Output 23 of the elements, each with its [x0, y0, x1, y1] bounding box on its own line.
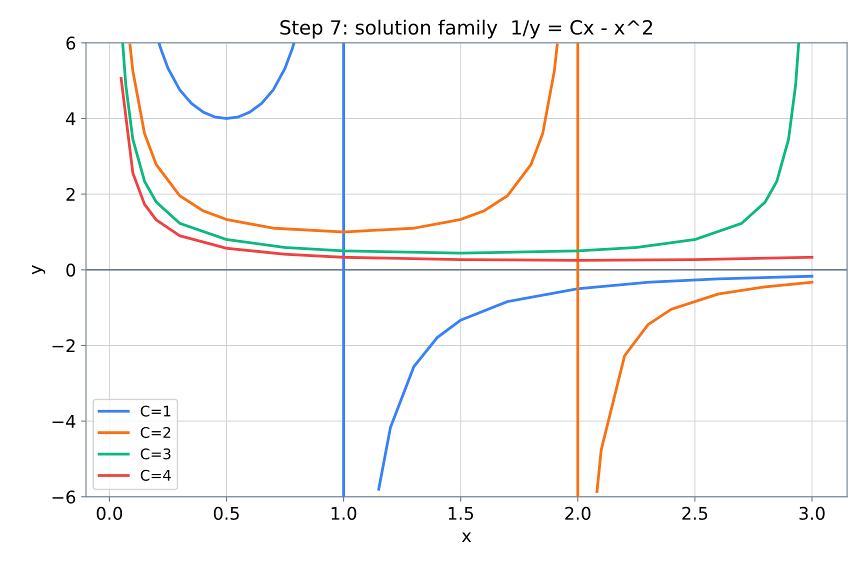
- x-tick-label: 3.0: [799, 506, 825, 520]
- line-series: [121, 42, 800, 255]
- x-axis-title: x: [462, 532, 472, 542]
- y-tick-label: 0: [66, 264, 76, 277]
- y-tick-label: −4: [52, 415, 76, 428]
- y-tick-label: −6: [52, 490, 76, 504]
- legend-label: C=1: [140, 406, 170, 417]
- line-series: [120, 76, 814, 262]
- legend-label: C=3: [140, 448, 170, 460]
- x-tick-label: 2.0: [565, 506, 590, 520]
- x-tick-label: 0.0: [96, 506, 122, 520]
- y-tick-label: −2: [52, 339, 75, 352]
- y-tick-label: 6: [66, 36, 76, 50]
- chart-title: Step 7: solution family 1/y = Cx - x^2: [280, 20, 652, 39]
- x-tick-label: 1.5: [448, 507, 473, 520]
- x-tick-label: 1.0: [332, 506, 356, 520]
- x-tick-label: 0.5: [214, 506, 239, 520]
- legend-label: C=2: [140, 426, 170, 438]
- x-tick-label: 2.5: [682, 506, 708, 520]
- y-tick-label: 2: [66, 188, 75, 201]
- legend-label: C=4: [140, 470, 171, 481]
- y-axis-title: y: [32, 265, 46, 274]
- y-tick-label: 4: [66, 112, 76, 126]
